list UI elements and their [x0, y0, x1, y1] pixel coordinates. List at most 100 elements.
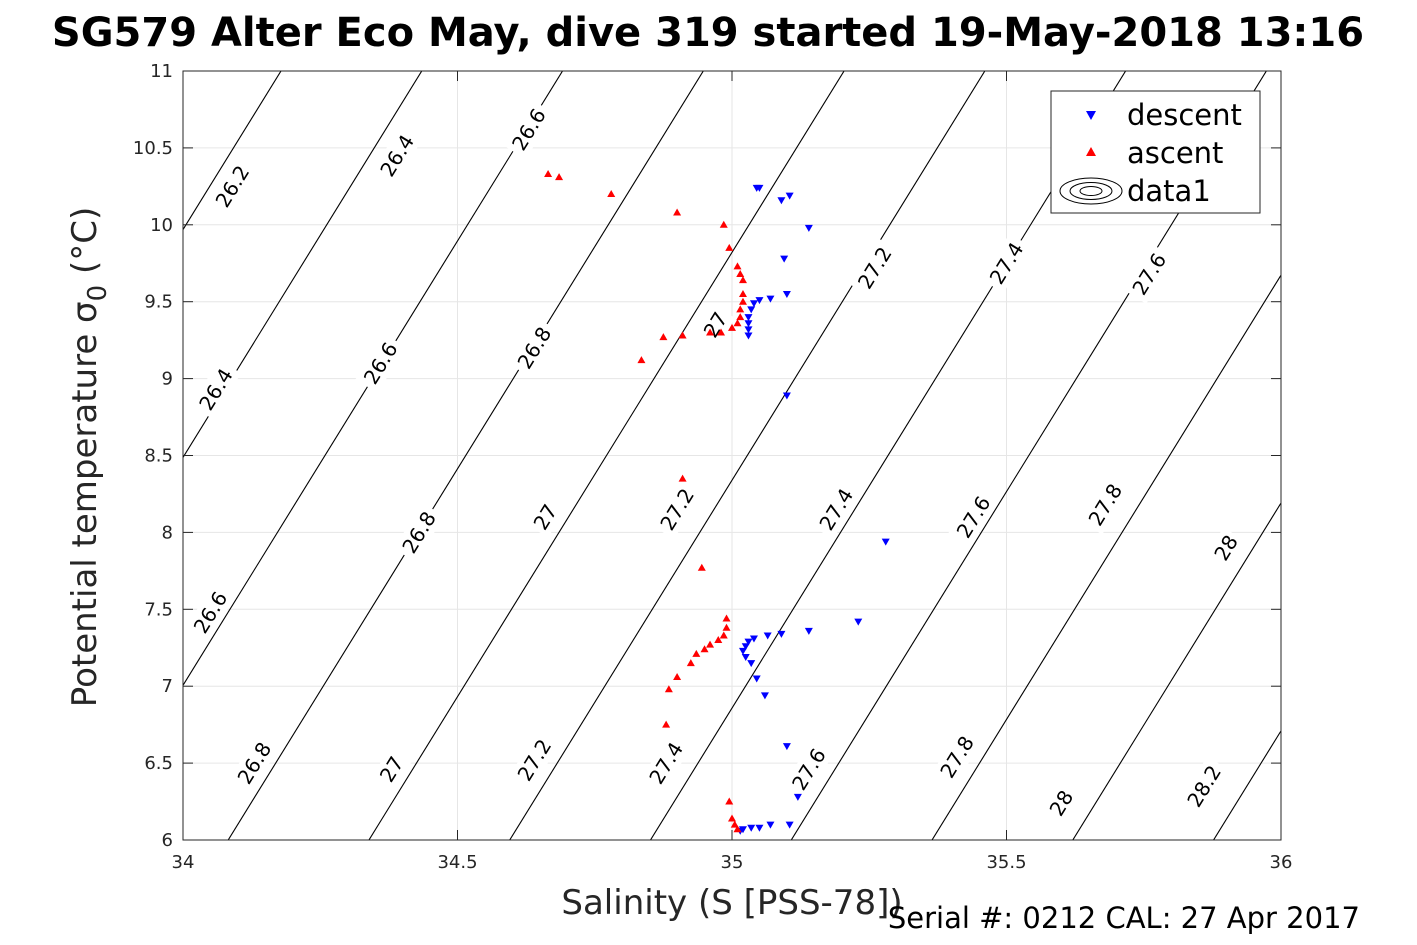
- legend-ascent-marker: [1086, 147, 1096, 156]
- y-tick-label: 6.5: [144, 753, 173, 774]
- descent-point: [763, 632, 772, 640]
- descent-point: [744, 332, 753, 340]
- descent-point: [881, 538, 890, 546]
- y-tick-label: 11: [150, 61, 173, 82]
- isopycnal-26.2: [183, 71, 282, 231]
- descent-point: [747, 660, 756, 668]
- ascent-point: [700, 645, 709, 653]
- legend-contour-icon: [1059, 177, 1123, 205]
- contour-label-bg: [393, 502, 445, 563]
- ascent-point: [555, 173, 564, 181]
- ascent-point: [678, 331, 687, 339]
- x-tick-label: 35.5: [986, 852, 1026, 873]
- isopycnal-27: [368, 71, 845, 840]
- ascent-point: [706, 640, 715, 648]
- grid-lines: [182, 70, 1282, 841]
- chart-title: SG579 Alter Eco May, dive 319 started 19…: [52, 10, 1364, 56]
- contour-label-bg: [1178, 756, 1230, 816]
- y-tick-label: 10: [150, 215, 173, 236]
- contour-label-bg: [948, 487, 999, 547]
- contour-label-bg: [1123, 244, 1175, 304]
- descent-point: [766, 295, 775, 303]
- y-tick-label: 8: [162, 522, 173, 543]
- ascent-point: [719, 631, 728, 639]
- y-axis-label: Potential temperature σ0 (°C): [65, 207, 113, 707]
- contour-label-bg: [509, 730, 560, 790]
- contour-label-bg: [503, 99, 555, 160]
- ascent-point: [736, 305, 745, 313]
- ascent-point: [733, 319, 742, 327]
- ascent-point: [733, 262, 742, 270]
- ascent-point: [722, 623, 731, 631]
- y-axis-label-unit: (°C): [65, 207, 105, 285]
- ascent-point: [714, 636, 723, 644]
- descent-point: [744, 326, 753, 334]
- y-tick-label: 9.5: [144, 292, 173, 313]
- contour-label-bg: [640, 733, 692, 793]
- descent-point: [760, 692, 769, 700]
- descent-point: [782, 291, 791, 299]
- ascent-point: [730, 820, 739, 828]
- descent-point: [766, 821, 775, 829]
- descent-point: [744, 638, 753, 646]
- ascent-point: [725, 243, 734, 251]
- descent-point: [749, 635, 758, 643]
- ascent-point: [717, 328, 726, 336]
- x-tick-label: 36: [1270, 852, 1293, 873]
- descent-point: [749, 300, 758, 308]
- descent-point: [777, 197, 786, 205]
- descent-point: [744, 314, 753, 322]
- x-tick-label: 34: [172, 852, 195, 873]
- descent-point: [741, 653, 750, 661]
- descent-point: [793, 793, 802, 801]
- x-tick-label: 34.5: [437, 852, 477, 873]
- contour-label-bg: [190, 359, 242, 420]
- ascent-point: [719, 220, 728, 228]
- ascent-point: [662, 720, 671, 728]
- ascent-point: [664, 685, 673, 693]
- data-markers: [544, 170, 890, 835]
- contour-label-bg: [371, 125, 423, 186]
- isopycnal-28: [1072, 501, 1281, 840]
- descent-point: [755, 184, 764, 192]
- descent-point: [777, 630, 786, 638]
- ascent-point: [673, 672, 682, 680]
- descent-point: [755, 297, 764, 305]
- ascent-point: [637, 356, 646, 364]
- contour-label-bg: [355, 333, 406, 394]
- x-axis-ticks: 34 34.5 35 35.5 36: [172, 71, 1293, 873]
- y-tick-label: 8.5: [144, 446, 173, 467]
- legend: descent ascent data1: [1050, 90, 1261, 214]
- y-tick-label: 7: [162, 676, 173, 697]
- y-axis-label-subscript: 0: [83, 285, 113, 302]
- legend-ascent-label: ascent: [1127, 136, 1223, 170]
- contour-label-bg: [849, 238, 900, 298]
- footer-serial-cal: Serial #: 0212 CAL: 27 Apr 2017: [888, 901, 1360, 935]
- ascent-point: [738, 297, 747, 305]
- y-axis-ticks: 6 6.5 7 7.5 8 8.5 9 9.5 10 10.5 11: [133, 61, 1281, 851]
- ascent-point: [678, 474, 687, 482]
- contour-label-bg: [783, 739, 835, 800]
- ascent-point: [706, 328, 715, 336]
- y-tick-label: 7.5: [144, 599, 173, 620]
- contour-label-bg: [509, 318, 560, 378]
- contour-label-bg: [696, 304, 735, 346]
- ascent-point: [725, 797, 734, 805]
- ascent-point: [728, 814, 736, 822]
- ascent-point: [722, 614, 731, 622]
- descent-point: [755, 824, 764, 832]
- descent-point: [752, 675, 761, 683]
- contour-label-bg: [931, 727, 983, 787]
- ascent-point: [673, 208, 682, 216]
- ascent-point: [686, 659, 695, 667]
- contour-label-bg: [811, 479, 862, 540]
- ascent-point: [692, 649, 701, 657]
- ascent-point: [544, 170, 553, 178]
- descent-point: [804, 224, 813, 232]
- ascent-point: [736, 270, 745, 278]
- ascent-point: [607, 190, 616, 198]
- descent-point: [785, 821, 794, 829]
- contour-label-bg: [525, 496, 565, 538]
- ascent-point: [659, 333, 668, 341]
- x-tick-label: 35: [721, 852, 744, 873]
